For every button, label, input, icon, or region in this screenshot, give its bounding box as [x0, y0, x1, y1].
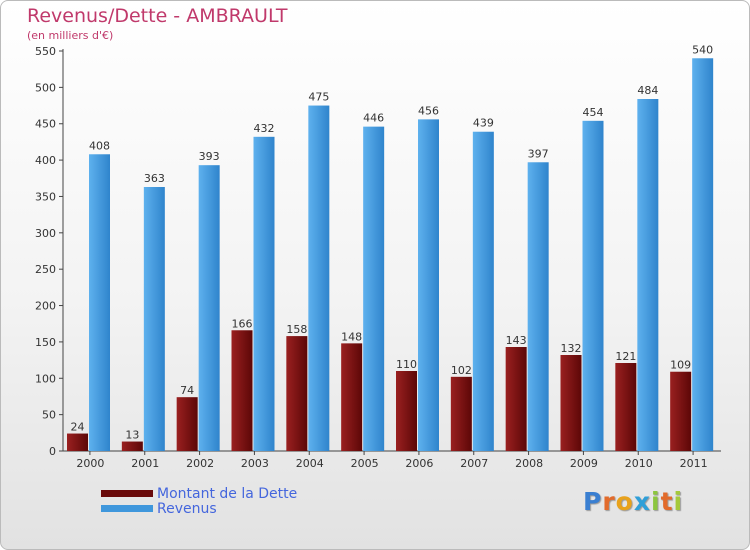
y-tick-label: 550 [35, 45, 56, 58]
bar-revenus [198, 165, 220, 451]
x-tick-label: 2011 [680, 457, 708, 470]
data-label-revenus: 408 [89, 139, 110, 152]
bar-revenus [692, 58, 714, 451]
legend-swatch-debt [101, 490, 153, 497]
bar-dette [286, 336, 308, 451]
y-tick-label: 500 [35, 81, 56, 94]
bar-dette [450, 376, 472, 451]
bars [67, 58, 714, 452]
axes: 0 50 100 150 200 250 300 350 400 450 500 550 2000 200… [35, 45, 721, 470]
x-tick-label: 2003 [241, 457, 269, 470]
data-label-dette: 132 [561, 342, 582, 355]
data-label-revenus: 540 [692, 43, 713, 56]
bar-revenus [527, 162, 549, 452]
logo-letter: r [602, 487, 616, 516]
x-tick-label: 2009 [570, 457, 598, 470]
bar-revenus [308, 105, 330, 451]
y-tick-label: 200 [35, 300, 56, 313]
logo-letter: x [633, 487, 651, 516]
bar-revenus [253, 136, 275, 451]
bar-dette [176, 397, 198, 451]
data-label-dette: 74 [180, 384, 194, 397]
x-tick-label: 2001 [131, 457, 159, 470]
data-label-dette: 102 [451, 364, 472, 377]
x-tick-label: 2007 [460, 457, 488, 470]
x-tick-label: 2004 [296, 457, 324, 470]
y-tick-label: 100 [35, 372, 56, 385]
x-tick-label: 2000 [76, 457, 104, 470]
bar-revenus [472, 131, 494, 451]
data-label-revenus: 363 [144, 172, 165, 185]
bar-dette [615, 363, 637, 451]
x-tick-label: 2006 [405, 457, 433, 470]
data-label-revenus: 397 [528, 147, 549, 160]
chart-subtitle: (en milliers d'€) [27, 29, 114, 42]
logo-letter: i [651, 487, 661, 516]
y-tick-label: 250 [35, 263, 56, 276]
data-labels: 24 408 13 363 74 393 166 432 158 475 148 446 110 456 1… [71, 43, 714, 441]
bar-revenus [143, 187, 165, 451]
data-label-revenus: 454 [583, 106, 604, 119]
bar-dette [396, 371, 417, 451]
data-label-dette: 109 [670, 359, 691, 372]
bar-revenus [582, 120, 604, 452]
legend-label-revenus: Revenus [157, 501, 217, 517]
bar-revenus [89, 154, 110, 452]
bar-dette [670, 371, 692, 451]
y-tick-label: 450 [35, 118, 56, 131]
data-label-revenus: 475 [308, 91, 329, 104]
legend-swatch-revenus [101, 505, 153, 512]
bar-dette [231, 330, 253, 451]
x-tick-label: 2008 [515, 457, 543, 470]
x-tick-label: 2005 [351, 457, 379, 470]
logo-letter: o [615, 487, 634, 516]
y-tick-label: 150 [35, 336, 56, 349]
data-label-dette: 158 [286, 323, 307, 336]
data-label-dette: 148 [341, 330, 362, 343]
y-tick-label: 50 [42, 409, 56, 422]
data-label-revenus: 456 [418, 104, 439, 117]
logo-letter: i [673, 487, 684, 516]
data-label-dette: 166 [232, 317, 253, 330]
y-tick-label: 0 [49, 445, 56, 458]
legend-label-debt: Montant de la Dette [157, 486, 298, 502]
data-label-dette: 143 [506, 334, 527, 347]
x-tick-label: 2010 [625, 457, 653, 470]
y-tick-label: 350 [35, 190, 56, 203]
bar-dette [121, 441, 143, 451]
x-tick-label: 2002 [186, 457, 214, 470]
data-label-dette: 110 [396, 358, 417, 371]
data-label-revenus: 446 [363, 112, 384, 125]
bar-dette [341, 343, 363, 451]
bar-revenus [363, 126, 385, 452]
chart-title: Revenus/Dette - AMBRAULT [27, 5, 288, 27]
logo-letter: t [660, 487, 674, 516]
data-label-revenus: 432 [254, 122, 275, 135]
y-tick-label: 300 [35, 227, 56, 240]
bar-revenus [637, 99, 659, 451]
y-tick-label: 400 [35, 154, 56, 167]
bar-dette [560, 355, 582, 451]
data-label-dette: 13 [125, 429, 139, 442]
proxiti-logo: Proxiti [583, 487, 683, 516]
bar-revenus [418, 119, 439, 451]
logo-letter: P [583, 487, 603, 516]
data-label-dette: 24 [71, 421, 85, 434]
data-label-revenus: 484 [637, 84, 658, 97]
data-label-revenus: 393 [199, 150, 220, 163]
bar-dette [67, 433, 88, 451]
data-label-dette: 121 [615, 350, 636, 363]
bar-dette [505, 347, 527, 451]
data-label-revenus: 439 [473, 117, 494, 130]
